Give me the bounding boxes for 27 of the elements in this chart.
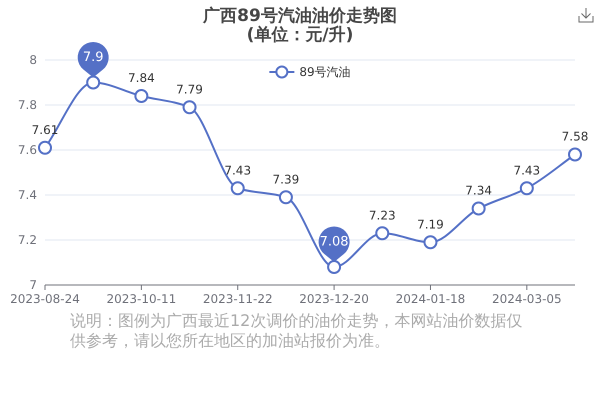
x-tick-label: 2023-10-11 (106, 292, 176, 306)
title: 广西89号汽油油价走势图 (203, 6, 397, 26)
x-tick-label: 2023-12-20 (299, 292, 369, 306)
x-tick-label: 2023-11-22 (202, 292, 273, 306)
annotation: 7.9 (82, 50, 104, 65)
y-tick-label: 7.4 (18, 188, 37, 202)
data-label: 7.84 (128, 71, 155, 85)
data-label: 7.43 (513, 163, 540, 178)
data-label: 7.58 (562, 130, 588, 144)
data-label: 7.43 (224, 163, 252, 178)
y-tick-label: 8 (29, 53, 37, 67)
legend-label: 89号汽油 (299, 65, 351, 79)
x-tick-label: 2024-03-05 (492, 292, 562, 306)
x-tick-label: 2024-01-18 (396, 292, 466, 306)
y-tick-label: 7.8 (18, 98, 37, 112)
annotation: 7.08 (320, 234, 349, 250)
y-tick-label: 7.6 (18, 143, 37, 157)
y-tick-label: 7 (29, 278, 37, 292)
data-label: 7.34 (465, 184, 492, 198)
x-tick-label: 2023-08-24 (10, 292, 80, 306)
data-label: 7.19 (417, 217, 444, 232)
y-tick-label: 7.2 (18, 233, 37, 247)
data-label: 7.79 (176, 82, 203, 96)
data-label: 7.39 (272, 172, 300, 186)
subtitle: (单位：元/升) (246, 25, 354, 45)
data-label: 7.23 (368, 208, 396, 222)
annotation-note: 说明：图例为广西最近12次调价的油价走势，本网站油价数据仅供参考，请以您所在地区的加油站报价为准。 (70, 311, 524, 351)
